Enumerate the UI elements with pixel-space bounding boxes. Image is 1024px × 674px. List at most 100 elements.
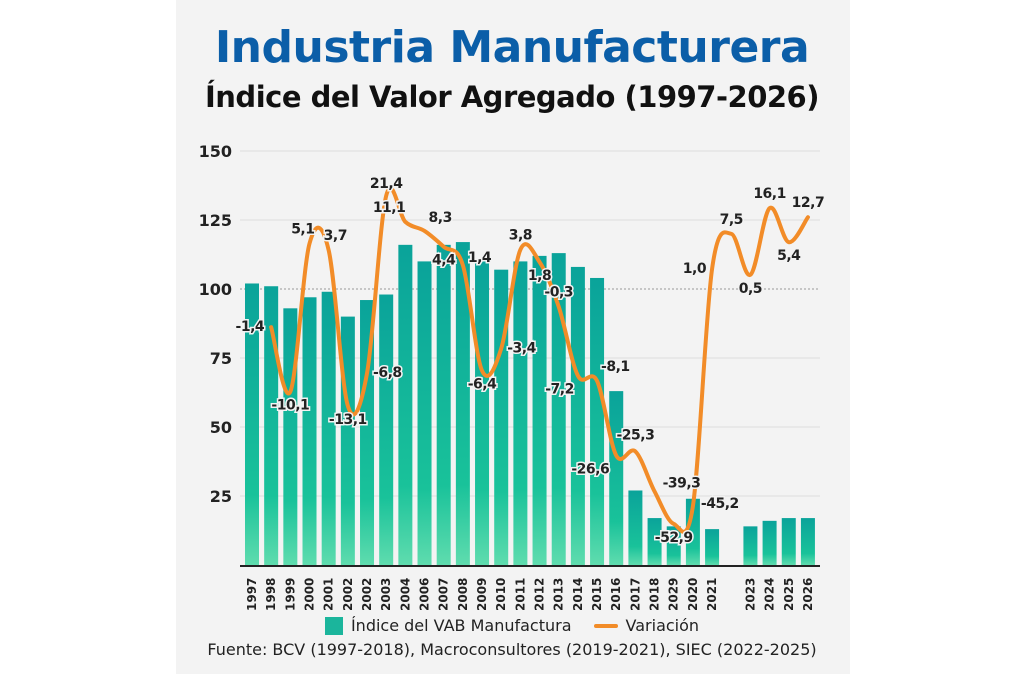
x-tick-label: 2011 [513,578,527,611]
bar-2009 [475,261,490,565]
chart-subtitle: Índice del Valor Agregado (1997-2026) [205,80,820,114]
y-tick-label: 25 [210,487,232,506]
bar-2003 [379,294,394,565]
x-tick-label: 2029 [667,578,681,611]
variation-label: 4,4 [432,253,456,269]
variation-label: -45,2 [701,496,739,512]
x-tick-label: 2002 [360,578,374,611]
x-tick-label: 2010 [494,578,508,611]
x-tick-label: 2013 [552,578,566,611]
variation-label: -39,3 [663,475,701,491]
bar-2013 [551,253,566,565]
bar-2014 [570,266,585,565]
source-note: Fuente: BCV (1997-2018), Macroconsultore… [207,640,817,659]
bar-2017 [628,490,643,565]
variation-label: 5,1 [291,221,314,237]
variation-label: -7,2 [545,382,574,398]
legend-bar-swatch [324,616,343,635]
chart-title: Industria Manufacturera [214,22,810,73]
x-tick-label: 2004 [398,578,412,611]
bar-2008 [455,242,470,565]
bar-2007 [436,244,451,565]
x-tick-label: 2003 [379,578,393,611]
variation-line [269,186,810,534]
variation-label: 21,4 [370,176,403,192]
variation-label: -0,3 [544,285,573,301]
y-tick-label: 50 [210,418,232,437]
variation-label: 12,7 [792,195,825,211]
legend: Índice del VAB Manufactura Variación [0,615,1024,635]
y-tick-label: 75 [210,349,232,368]
x-tick-label: 2001 [322,578,336,611]
variation-label: -26,6 [571,462,609,478]
bar-2018 [647,518,662,565]
x-tick-label: 2008 [456,578,470,611]
x-tick-label: 1997 [245,578,259,611]
variation-label: 3,7 [324,228,347,244]
x-tick-label: 2009 [475,578,489,611]
legend-bar-label: Índice del VAB Manufactura [350,616,572,635]
variation-label: -10,1 [271,398,309,414]
x-tick-label: 2023 [743,578,757,611]
x-tick-label: 2021 [705,578,719,611]
bar-2023 [743,526,758,565]
x-tick-label: 1998 [264,578,278,611]
variation-label: -6,8 [373,365,402,381]
bar-2000 [302,297,317,565]
variation-label: 3,8 [509,228,532,244]
bar-2006 [417,261,432,565]
bar-2002 [360,300,375,565]
bar-2012 [532,255,547,565]
variation-label: 1,0 [683,261,707,277]
x-tick-label: 2007 [437,578,451,611]
x-tick-label: 2002 [341,578,355,611]
x-tick-label: 2012 [533,578,547,611]
bar-2026 [800,518,815,565]
variation-label: 1,8 [528,268,551,284]
bar-1998 [264,286,279,565]
x-tick-label: 2000 [303,578,317,611]
variation-label: -13,1 [329,412,367,428]
bar-1997 [245,283,259,565]
y-tick-label: 125 [199,211,232,230]
legend-line-swatch [593,623,618,628]
variation-label: 5,4 [777,248,801,264]
x-tick-label: 1999 [283,578,297,611]
variation-label: 11,1 [373,200,406,216]
bar-2001 [321,291,336,565]
x-tick-label: 2020 [686,578,700,611]
bar-2011 [513,261,528,565]
x-tick-label: 2006 [418,578,432,611]
variation-label: -3,4 [507,341,536,357]
variation-label: -6,4 [468,377,497,393]
variation-label: -52,9 [655,530,693,546]
bar-2021 [705,529,720,565]
y-tick-label: 150 [199,142,232,161]
variation-label: 8,3 [429,210,452,226]
variation-label: 1,4 [468,250,492,266]
bar-2010 [494,269,509,565]
bar-2002 [340,316,355,565]
variation-label: -1,4 [236,319,265,335]
bar-2016 [609,391,624,565]
x-tick-label: 2016 [609,578,623,611]
bar-2015 [590,277,605,565]
x-tick-label: 2018 [648,578,662,611]
variation-label: -8,1 [601,359,630,375]
x-tick-label: 2026 [801,578,815,611]
bar-2024 [762,520,777,565]
y-tick-label: 100 [199,280,232,299]
x-tick-label: 2017 [628,578,642,611]
bar-2029 [666,526,681,565]
variation-label: 16,1 [753,186,786,202]
x-tick-label: 2025 [782,578,796,611]
x-tick-label: 2014 [571,578,585,611]
x-tick-label: 2024 [763,578,777,611]
variation-label: -25,3 [616,427,654,443]
x-tick-label: 2015 [590,578,604,611]
legend-line-label: Variación [625,616,700,635]
bar-2025 [781,518,796,565]
variation-label: 0,5 [739,281,762,297]
bar-2004 [398,244,413,565]
